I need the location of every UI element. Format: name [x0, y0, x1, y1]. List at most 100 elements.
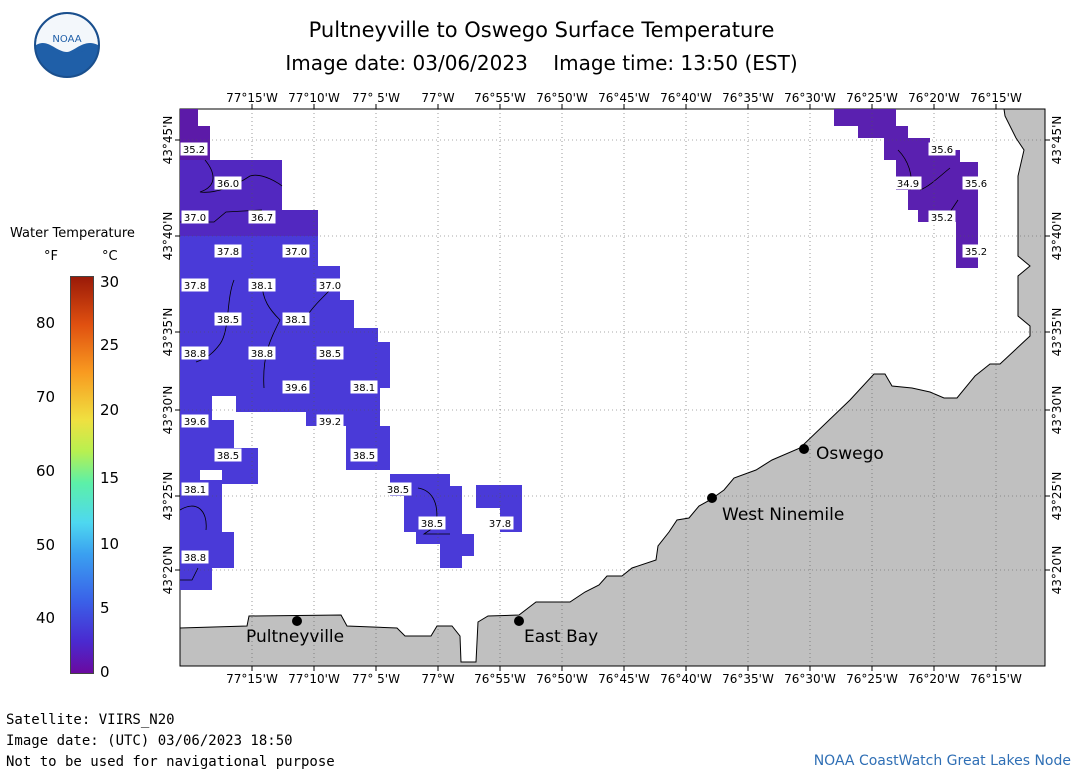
longitude-label: 76°35'W [722, 672, 774, 686]
color-scale-bar [70, 276, 94, 674]
temperature-label-bg [248, 346, 276, 360]
longitude-label: 76°45'W [598, 672, 650, 686]
temperature-label-bg [282, 380, 310, 394]
latitude-label: 43°20'N [1050, 546, 1064, 595]
temperature-label-bg [486, 516, 514, 530]
longitude-label: 77°W [421, 91, 454, 105]
latitude-label: 43°40'N [161, 212, 175, 261]
longitude-label: 76°40'W [660, 672, 712, 686]
temperature-label-bg [928, 210, 956, 224]
temperature-label: 36.7 [251, 213, 273, 224]
temperature-label-bg [316, 414, 344, 428]
temperature-label-bg [248, 278, 276, 292]
temperature-label-bg [214, 176, 242, 190]
temperature-label-bg [181, 414, 209, 428]
temperature-label-bg [316, 278, 344, 292]
longitude-label: 77°10'W [288, 91, 340, 105]
f-tick-70: 70 [36, 388, 56, 406]
c-tick-5: 5 [100, 599, 110, 617]
longitude-label: 77° 5'W [352, 672, 400, 686]
disclaimer: Not to be used for navigational purpose [6, 754, 335, 770]
west-ninemile-marker [707, 493, 717, 503]
legend-unit-c: °C [102, 249, 118, 264]
temperature-label-bg [214, 448, 242, 462]
temperature-label: 35.2 [931, 213, 953, 224]
legend-unit-f: °F [44, 249, 58, 264]
temperature-label: 38.5 [217, 451, 239, 462]
longitude-label: 76°30'W [784, 672, 836, 686]
credit: NOAA CoastWatch Great Lakes Node [813, 753, 1071, 769]
temperature-labels: 35.2 36.0 37.0 36.7 37.8 37.0 37.8 38.1 37.0 38.5… [180, 142, 990, 564]
temperature-label: 38.1 [285, 315, 307, 326]
longitude-label: 76°55'W [474, 672, 526, 686]
temperature-label-bg [282, 244, 310, 258]
place-label-east-bay: East Bay [524, 627, 598, 647]
latitude-label: 43°25'N [1050, 472, 1064, 521]
latitude-label: 43°20'N [161, 546, 175, 595]
temperature-label-bg [350, 380, 378, 394]
legend-title: Water Temperature [10, 226, 135, 241]
place-label-oswego: Oswego [816, 444, 884, 464]
latitude-label: 43°30'N [1050, 386, 1064, 435]
temperature-label: 35.2 [183, 145, 205, 156]
temperature-label: 38.8 [251, 349, 273, 360]
latitude-label: 43°40'N [1050, 212, 1064, 261]
temperature-label: 37.8 [217, 247, 239, 258]
f-tick-50: 50 [36, 536, 56, 554]
temperature-label: 38.5 [319, 349, 341, 360]
temperature-label-bg [214, 244, 242, 258]
image-date-time: Image date: 03/06/2023 Image time: 13:50… [285, 51, 798, 75]
temperature-label-bg [181, 210, 209, 224]
longitude-label: 76°15'W [970, 91, 1022, 105]
c-tick-30: 30 [100, 273, 120, 291]
noaa-logo-icon: NOAA [34, 12, 100, 78]
utc-date: Image date: (UTC) 03/06/2023 18:50 [6, 733, 293, 749]
temperature-label-bg [248, 210, 276, 224]
temperature-label: 38.5 [217, 315, 239, 326]
c-tick-0: 0 [100, 663, 110, 681]
longitude-label: 76°25'W [846, 672, 898, 686]
temperature-label: 35.2 [965, 247, 987, 258]
tick-marks [175, 104, 1050, 671]
latitude-label: 43°35'N [161, 308, 175, 357]
longitude-labels-top: 77°15'W 77°10'W 77° 5'W 77°W 76°55'W 76°50'W 7… [226, 91, 1022, 105]
temperature-label-bg [181, 482, 209, 496]
latitude-label: 43°45'N [1050, 116, 1064, 165]
temperature-label-bg [180, 142, 208, 156]
temperature-label: 38.8 [184, 349, 206, 360]
f-tick-60: 60 [36, 462, 56, 480]
temperature-label-bg [181, 346, 209, 360]
longitude-label: 76°50'W [536, 91, 588, 105]
temperature-label: 34.9 [897, 179, 919, 190]
longitude-label: 76°25'W [846, 91, 898, 105]
c-tick-25: 25 [100, 336, 120, 354]
longitude-label: 76°30'W [784, 91, 836, 105]
longitude-label: 76°55'W [474, 91, 526, 105]
temperature-label: 35.6 [931, 145, 953, 156]
longitude-label: 76°20'W [908, 91, 960, 105]
longitude-label: 76°45'W [598, 91, 650, 105]
longitude-label: 76°20'W [908, 672, 960, 686]
temperature-label-bg [214, 312, 242, 326]
temperature-label-bg [350, 448, 378, 462]
longitude-label: 77°15'W [226, 91, 278, 105]
latitude-label: 43°35'N [1050, 308, 1064, 357]
longitude-label: 76°50'W [536, 672, 588, 686]
map-title: Pultneyville to Oswego Surface Temperatu… [308, 18, 775, 42]
longitude-label: 77°W [421, 672, 454, 686]
latitude-label: 43°25'N [161, 472, 175, 521]
place-label-pultneyville: Pultneyville [246, 627, 344, 647]
temperature-label-bg [384, 482, 412, 496]
c-tick-10: 10 [100, 535, 120, 553]
temperature-label: 37.0 [184, 213, 206, 224]
f-tick-40: 40 [36, 609, 56, 627]
place-markers: Oswego West Ninemile Pultneyville East B… [246, 444, 884, 647]
latitude-labels-right: 43°45'N 43°40'N 43°35'N 43°30'N 43°25'N 43°20… [1050, 116, 1064, 595]
temperature-label-bg [181, 550, 209, 564]
satellite-info: Satellite: VIIRS_N20 [6, 712, 175, 728]
land-south-shore [179, 108, 1046, 667]
temperature-label: 37.8 [184, 281, 206, 292]
place-label-west-ninemile: West Ninemile [722, 505, 844, 525]
longitude-label: 76°15'W [970, 672, 1022, 686]
